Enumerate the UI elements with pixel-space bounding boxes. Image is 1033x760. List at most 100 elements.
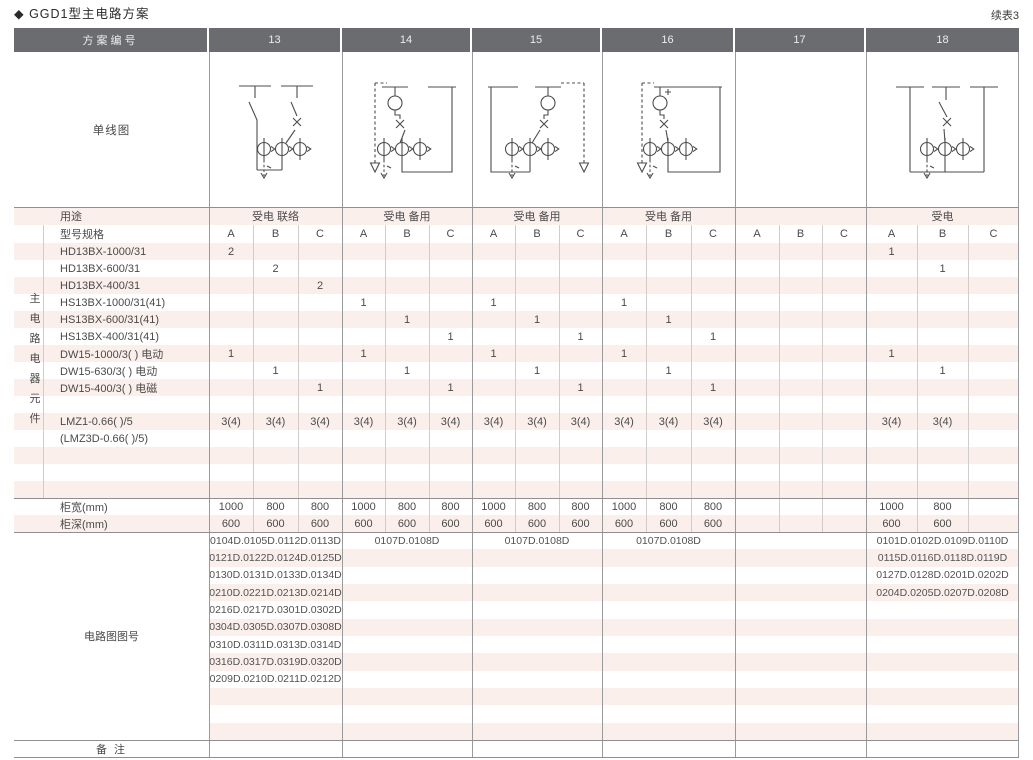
spec-value-cell xyxy=(253,379,298,396)
spec-value-cell xyxy=(822,430,866,447)
spec-value-cell xyxy=(691,294,735,311)
spec-value-cell xyxy=(866,396,917,413)
circuit-number-cell xyxy=(866,653,1019,671)
circuit-number-cell xyxy=(209,687,342,706)
spec-value-cell xyxy=(429,311,472,328)
spec-value-cell xyxy=(472,311,515,328)
spec-value-cell: 1 xyxy=(939,364,946,377)
header-scheme-label: 方案编号 xyxy=(14,28,209,52)
single-line-diagram-15 xyxy=(472,52,602,207)
spec-value-cell xyxy=(472,464,515,481)
spec-header-label: 型号规格 xyxy=(60,229,104,241)
spec-grid: 型号规格 A B C A B C A B C A B C A B C A B C HD13BX-1000/31 2 1 HD… xyxy=(14,225,1019,532)
spec-value-cell xyxy=(429,345,472,362)
spec-value-cell xyxy=(342,481,385,498)
spec-value-cell xyxy=(917,311,968,328)
spec-value-cell xyxy=(342,243,385,260)
grid-line xyxy=(968,225,969,532)
single-line-diagram-13 xyxy=(209,52,342,207)
spec-value-cell xyxy=(822,396,866,413)
side-label-char: 主 xyxy=(29,293,41,305)
spec-value-cell: 1 xyxy=(620,296,628,309)
scheme-table: 方案编号 13 14 15 16 17 18 单线图 xyxy=(14,28,1019,758)
spec-value-cell xyxy=(209,379,253,396)
spec-value-cell: 800 xyxy=(266,500,285,513)
spec-value-cell: 1 xyxy=(316,381,324,394)
spec-value-cell xyxy=(602,311,646,328)
circuit-number-cell xyxy=(735,549,866,567)
spec-value-cell xyxy=(822,464,866,481)
spec-value-cell xyxy=(472,362,515,379)
spec-value-cell: 3(4) xyxy=(881,415,902,428)
spec-value-cell: 1 xyxy=(447,381,454,394)
continuation-note: 续表3 xyxy=(990,10,1019,22)
grid-line xyxy=(253,225,254,532)
circuit-number-cell xyxy=(866,635,1019,654)
spec-value-cell: 1 xyxy=(360,296,367,309)
circuit-number-cell xyxy=(602,566,735,584)
remarks-value-14 xyxy=(342,740,472,758)
spec-value-cell xyxy=(779,362,822,379)
spec-value-cell xyxy=(968,362,1019,379)
circuit-number-cell xyxy=(735,618,866,636)
spec-value-cell xyxy=(691,243,735,260)
spec-value-cell xyxy=(559,311,602,328)
spec-value-cell xyxy=(968,379,1019,396)
spec-value-cell xyxy=(429,243,472,260)
remarks-value-16 xyxy=(602,740,735,758)
side-label-char: 件 xyxy=(29,413,41,425)
circuit-numbers-section: 电路图图号 0104D.0105D.0112D.0113D 0121D.0122D… xyxy=(14,532,1019,740)
spec-value-cell xyxy=(559,345,602,362)
spec-value-cell xyxy=(822,362,866,379)
spec-value-cell xyxy=(866,464,917,481)
spec-header-row: 型号规格 A B C A B C A B C A B C A B C A B C xyxy=(14,225,1019,243)
spec-value-cell xyxy=(866,362,917,379)
spec-value-cell xyxy=(968,481,1019,498)
subcolumn-header: A xyxy=(489,228,498,240)
usage-value-18: 受电 xyxy=(931,211,954,223)
grid-line xyxy=(14,532,1019,533)
spec-value-cell xyxy=(602,362,646,379)
spec-value-cell xyxy=(646,260,691,277)
circuit-number-cell xyxy=(602,601,735,619)
grid-line xyxy=(559,225,560,532)
spec-row: HD13BX-400/31 2 xyxy=(14,277,1019,294)
circuit-number-column: 0107D.0108D xyxy=(602,532,735,740)
spec-value-cell: 600 xyxy=(266,517,285,530)
spec-value-cell xyxy=(646,277,691,294)
spec-value-cell xyxy=(822,311,866,328)
spec-value-cell xyxy=(735,294,779,311)
circuit-number-cell xyxy=(866,618,1019,636)
spec-value-cell: 800 xyxy=(310,500,330,513)
spec-value-cell xyxy=(602,481,646,498)
spec-value-cell: 1 xyxy=(665,364,672,377)
spec-value-cell xyxy=(735,396,779,413)
circuit-number-cell: 0130D.0131D.0133D.0134D xyxy=(209,566,342,584)
spec-row: HS13BX-400/31(41) 1 1 1 xyxy=(14,328,1019,345)
subcolumn-header: C xyxy=(840,228,848,240)
spec-value-cell: 600 xyxy=(882,517,901,530)
spec-value-cell: 800 xyxy=(571,500,590,513)
spec-value-cell xyxy=(472,396,515,413)
circuit-number-cell xyxy=(472,618,602,636)
spec-value-cell xyxy=(515,345,559,362)
spec-row: HS13BX-600/31(41) 1 1 1 xyxy=(14,311,1019,328)
spec-value-cell xyxy=(779,413,822,430)
circuit-number-cell xyxy=(342,566,472,584)
spec-value-cell xyxy=(691,345,735,362)
circuit-number-cell xyxy=(472,635,602,654)
spec-value-cell xyxy=(209,328,253,345)
spec-value-cell xyxy=(209,430,253,447)
spec-value-cell xyxy=(253,328,298,345)
grid-line xyxy=(822,225,823,532)
spec-value-cell xyxy=(779,311,822,328)
spec-value-cell xyxy=(429,481,472,498)
spec-value-cell: 1000 xyxy=(879,500,904,513)
spec-value-cell xyxy=(602,243,646,260)
spec-value-cell xyxy=(559,277,602,294)
circuit-number-cell xyxy=(735,722,866,740)
circuit-number-cell xyxy=(602,687,735,706)
spec-value-cell xyxy=(298,345,342,362)
spec-value-cell xyxy=(646,447,691,464)
grid-line xyxy=(209,52,210,758)
